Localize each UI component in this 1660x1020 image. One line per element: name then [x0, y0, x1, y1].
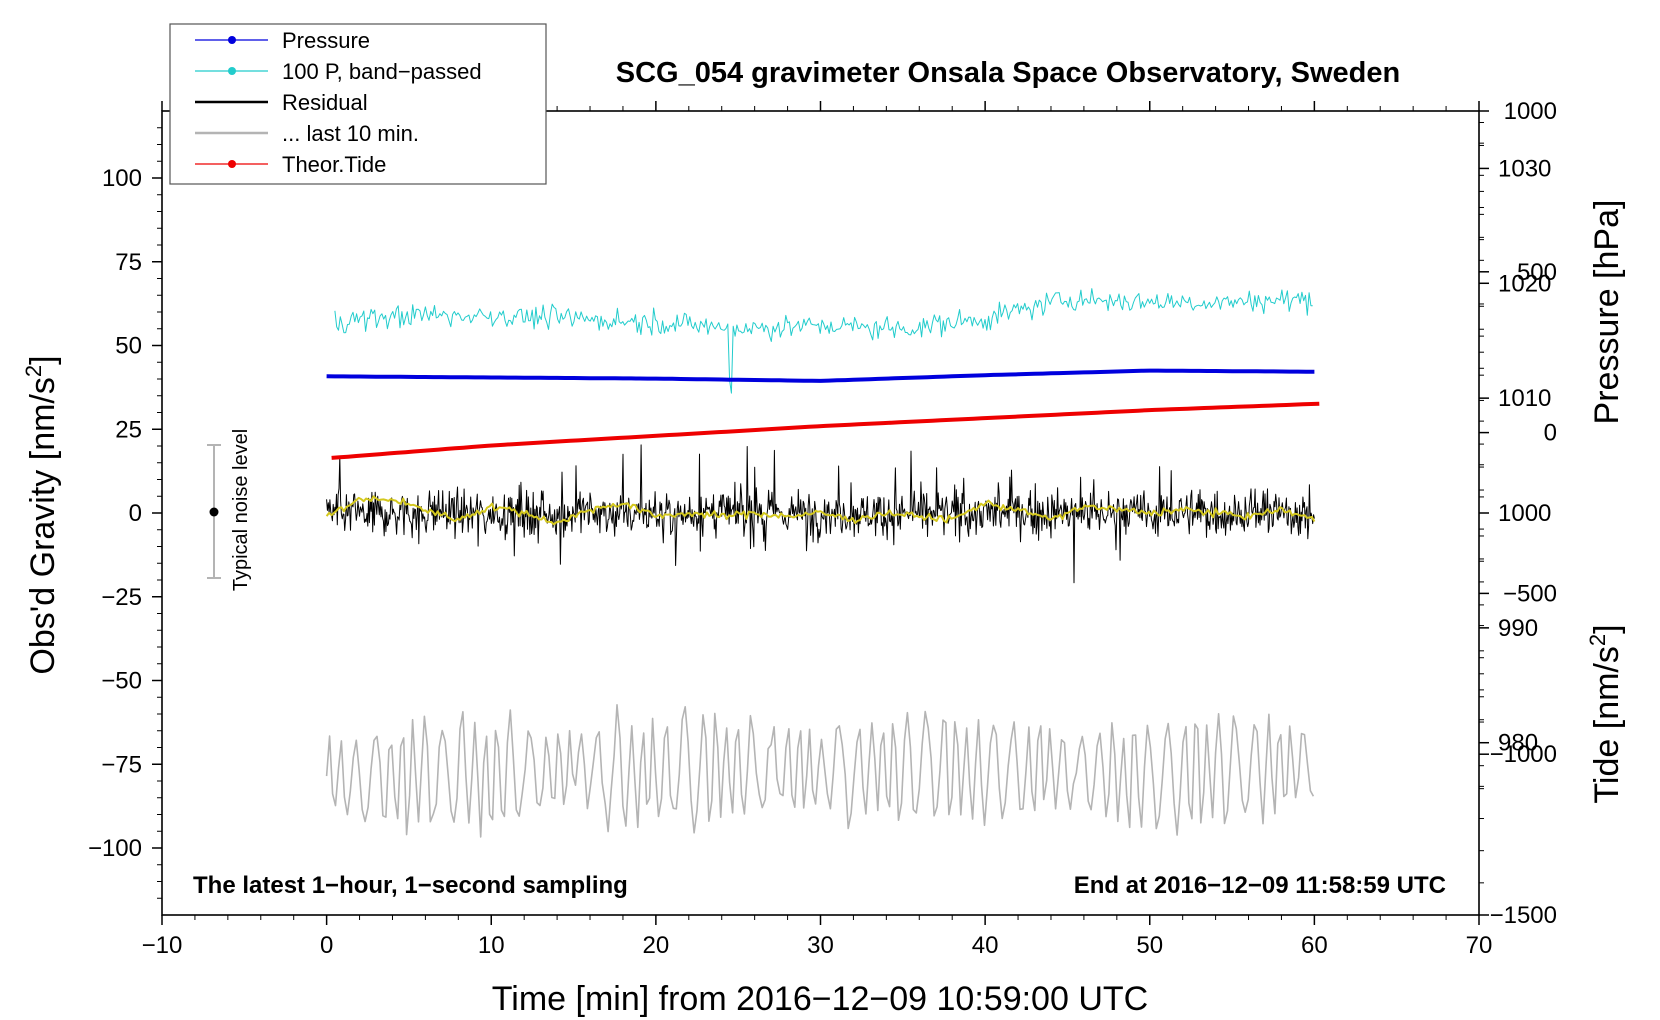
y-axis-label-tide-text: Tide [nm/s: [1588, 646, 1626, 803]
legend-label: Residual: [282, 90, 368, 115]
y-axis-label-main: Obs'd Gravity [nm/s2]: [21, 355, 62, 674]
y-tick-label: 25: [115, 416, 142, 443]
footer-end-time: End at 2016−12−09 11:58:59 UTC: [1074, 872, 1446, 899]
y-tick-label: −75: [101, 751, 142, 778]
series-last-10-min: [325, 703, 1315, 838]
y-tick-label: −100: [88, 835, 142, 862]
legend-items: Pressure 100 P, band−passed Residual ... la…: [195, 28, 482, 177]
chart-title: SCG_054 gravimeter Onsala Space Observat…: [616, 57, 1400, 89]
series-100p-band-passed: [334, 288, 1313, 394]
y-tick-label: −25: [101, 584, 142, 611]
x-axis: −10 0 10 20 30 40 50 60 70: [142, 101, 1493, 959]
series-pressure: [326, 368, 1315, 383]
tide-tick-label: 500: [1517, 259, 1557, 286]
x-tick-label: 40: [972, 932, 999, 959]
legend-label: 100 P, band−passed: [282, 59, 482, 84]
y-axis-tide: 1000 500 0 −500 −1000 −1500: [1479, 98, 1557, 929]
pressure-tick-label: 1020: [1498, 270, 1551, 297]
series-residual-smoothed: [325, 495, 1316, 526]
y-axis-left: 100 75 50 25 0 −25 −50 −75 −100: [88, 127, 162, 899]
y-tick-label: 75: [115, 249, 142, 276]
noise-level-indicator: Typical noise level: [207, 429, 252, 591]
noise-level-label: Typical noise level: [230, 429, 252, 591]
x-axis-label: Time [min] from 2016−12−09 10:59:00 UTC: [492, 980, 1148, 1018]
tide-tick-label: −1500: [1490, 902, 1557, 929]
tide-tick-label: −1000: [1490, 741, 1557, 768]
legend-label: Pressure: [282, 28, 370, 53]
x-tick-label: 50: [1136, 932, 1163, 959]
x-tick-label: 20: [643, 932, 670, 959]
pressure-tick-label: 1010: [1498, 385, 1551, 412]
pressure-tick-label: 1030: [1498, 155, 1551, 182]
noise-level-dot: [209, 507, 219, 517]
y-axis-label-pressure: Pressure [hPa]: [1588, 200, 1626, 425]
y-axis-pressure: 1030 1020 1010 1000 990 980: [1479, 121, 1551, 790]
x-tick-label: 30: [807, 932, 834, 959]
y-tick-label: 0: [129, 500, 142, 527]
legend: Pressure 100 P, band−passed Residual ... la…: [169, 23, 547, 185]
legend-swatch-marker: [228, 160, 236, 168]
legend-swatch-marker: [228, 36, 236, 44]
pressure-tick-label: 990: [1498, 615, 1538, 642]
y-axis-label-tide: Tide [nm/s2]: [1585, 624, 1626, 803]
tide-tick-label: 1000: [1504, 98, 1557, 125]
x-tick-label: 60: [1301, 932, 1328, 959]
y-axis-label-main-sup: 2: [21, 365, 46, 377]
tide-tick-label: −500: [1503, 580, 1557, 607]
legend-label: Theor.Tide: [282, 152, 386, 177]
footer-sampling-note: The latest 1−hour, 1−second sampling: [193, 872, 628, 899]
series-residual: [326, 444, 1315, 584]
y-axis-label-main-end: ]: [24, 355, 62, 364]
y-tick-label: −50: [101, 668, 142, 695]
series-theoretical-tide: [331, 401, 1320, 460]
legend-swatch-marker: [228, 67, 236, 75]
pressure-tick-label: 1000: [1498, 500, 1551, 527]
legend-label: ... last 10 min.: [282, 121, 419, 146]
x-tick-label: 70: [1466, 932, 1493, 959]
tide-tick-label: 0: [1544, 420, 1557, 447]
y-axis-label-tide-sup: 2: [1585, 634, 1610, 646]
x-tick-label: 0: [320, 932, 333, 959]
x-tick-label: 10: [478, 932, 505, 959]
legend-box: [169, 23, 547, 185]
pressure-tick-label: 980: [1498, 730, 1538, 757]
series-layer: [325, 288, 1320, 838]
y-tick-label: 100: [102, 165, 142, 192]
y-axis-label-tide-end: ]: [1588, 624, 1626, 633]
x-tick-label: −10: [142, 932, 183, 959]
y-axis-label-main-text: Obs'd Gravity [nm/s: [24, 377, 62, 674]
y-tick-label: 50: [115, 333, 142, 360]
